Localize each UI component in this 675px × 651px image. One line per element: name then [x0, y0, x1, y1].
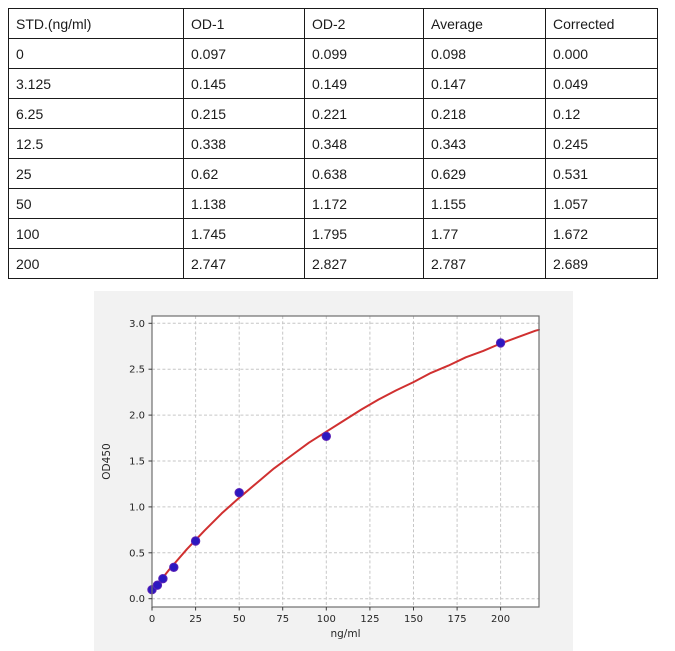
table-cell: 2.787 — [423, 248, 546, 279]
y-tick-label: 2.5 — [129, 365, 145, 376]
x-tick-label: 75 — [276, 614, 289, 625]
x-tick-label: 125 — [360, 614, 379, 625]
table-cell: 0.145 — [183, 68, 305, 99]
y-tick-label: 0.0 — [129, 594, 145, 605]
data-point — [190, 536, 201, 546]
data-point — [169, 562, 179, 572]
table-cell: 0.62 — [183, 158, 305, 189]
table-cell: 0.638 — [304, 158, 424, 189]
y-tick-label: 1.5 — [129, 457, 145, 468]
table-row: 3.125 0.145 0.149 0.147 0.049 — [8, 68, 658, 99]
y-tick-label: 2.0 — [129, 411, 145, 422]
table-cell: 0.218 — [423, 98, 546, 129]
table-cell: 0.348 — [304, 128, 424, 159]
table-cell: 0.000 — [545, 38, 658, 69]
tick-labels: 0 25 50 75 100 125 150 175 200 0.0 0.5 1.0 1.5 2.0 2.5… — [129, 319, 510, 625]
table-cell: 1.77 — [423, 218, 546, 249]
y-tick-label: 1.0 — [129, 502, 145, 513]
table-cell: 6.25 — [8, 98, 184, 129]
table-cell: 0.149 — [304, 68, 424, 99]
table-cell: 2.689 — [545, 248, 658, 279]
data-points — [147, 338, 506, 595]
x-tick-label: 175 — [448, 614, 467, 625]
table-cell: 200 — [8, 248, 184, 279]
table-cell: 3.125 — [8, 68, 184, 99]
column-header: OD-2 — [304, 8, 424, 39]
table-cell: 0.531 — [545, 158, 658, 189]
x-tick-label: 150 — [404, 614, 423, 625]
data-point — [152, 580, 163, 590]
table-cell: 1.745 — [183, 218, 305, 249]
table-cell: 0 — [8, 38, 184, 69]
table-row: 12.5 0.338 0.348 0.343 0.245 — [8, 128, 658, 159]
table-cell: 0.343 — [423, 128, 546, 159]
table-cell: 0.147 — [423, 68, 546, 99]
data-point — [495, 338, 506, 348]
table-cell: 0.097 — [183, 38, 305, 69]
table-row: 100 1.745 1.795 1.77 1.672 — [8, 218, 658, 249]
table-row: 6.25 0.215 0.221 0.218 0.12 — [8, 98, 658, 129]
table-cell: 0.215 — [183, 98, 305, 129]
table-cell: 0.629 — [423, 158, 546, 189]
data-point — [234, 488, 244, 498]
table-cell: 1.155 — [423, 188, 546, 219]
table-cell: 1.172 — [304, 188, 424, 219]
table-cell: 12.5 — [8, 128, 184, 159]
x-tick-label: 0 — [149, 614, 155, 625]
x-tick-label: 25 — [189, 614, 202, 625]
table-cell: 0.12 — [545, 98, 658, 129]
table-body: 0 0.097 0.099 0.098 0.000 3.125 0.145 0.149 0.14… — [8, 38, 658, 279]
table-cell: 25 — [8, 158, 184, 189]
data-point — [158, 574, 168, 584]
table-cell: 1.795 — [304, 218, 424, 249]
table-cell: 50 — [8, 188, 184, 219]
table-cell: 1.057 — [545, 188, 658, 219]
standards-table: STD.(ng/ml) OD-1 OD-2 Average Corrected 0 0.0… — [8, 8, 658, 279]
x-tick-label: 50 — [233, 614, 246, 625]
column-header: Average — [423, 8, 546, 39]
tick-marks — [148, 322, 502, 611]
standard-curve-chart: 0 25 50 75 100 125 150 175 200 0.0 0.5 1.0 1.5 2.0 2.5… — [101, 315, 540, 640]
table-cell: 0.221 — [304, 98, 424, 129]
data-point — [321, 431, 332, 442]
x-axis-label: ng/ml — [330, 628, 360, 640]
column-header: OD-1 — [183, 8, 305, 39]
table-row: 200 2.747 2.827 2.787 2.689 — [8, 248, 658, 279]
table-cell: 100 — [8, 218, 184, 249]
column-header: STD.(ng/ml) — [8, 8, 184, 39]
table-cell: 2.747 — [183, 248, 305, 279]
table-row: 0 0.097 0.099 0.098 0.000 — [8, 38, 658, 69]
table-cell: 0.245 — [545, 128, 658, 159]
table-cell: 0.098 — [423, 38, 546, 69]
x-tick-label: 200 — [491, 614, 510, 625]
table-row: 25 0.62 0.638 0.629 0.531 — [8, 158, 658, 189]
fit-curve-line — [151, 328, 540, 593]
table-header-row: STD.(ng/ml) OD-1 OD-2 Average Corrected — [8, 8, 658, 39]
table-cell: 1.672 — [545, 218, 658, 249]
column-header: Corrected — [545, 8, 658, 39]
table-cell: 1.138 — [183, 188, 305, 219]
y-tick-label: 3.0 — [129, 319, 145, 330]
table-cell: 0.338 — [183, 128, 305, 159]
table-cell: 0.099 — [304, 38, 424, 69]
y-tick-label: 0.5 — [129, 548, 145, 559]
table-cell: 0.049 — [545, 68, 658, 99]
y-axis-label: OD450 — [101, 443, 113, 479]
table-row: 50 1.138 1.172 1.155 1.057 — [8, 188, 658, 219]
standard-curve-figure: 0 25 50 75 100 125 150 175 200 0.0 0.5 1.0 1.5 2.0 2.5… — [94, 291, 573, 651]
x-tick-label: 100 — [317, 614, 336, 625]
table-cell: 2.827 — [304, 248, 424, 279]
